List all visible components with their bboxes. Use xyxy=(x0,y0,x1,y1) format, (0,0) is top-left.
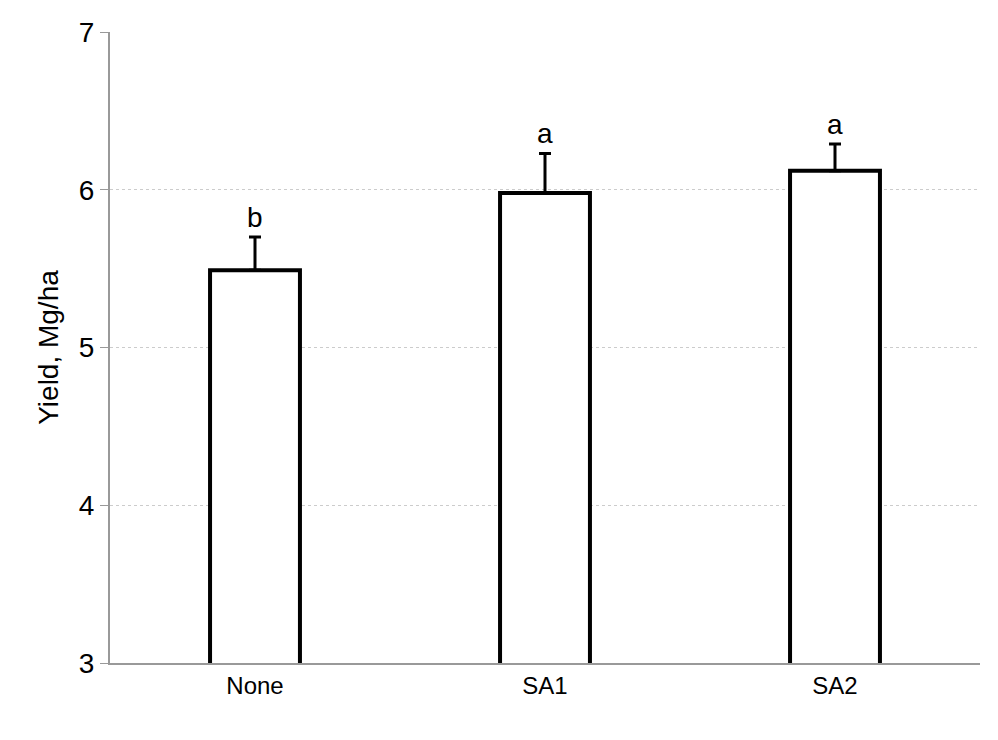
svg-text:6: 6 xyxy=(79,175,95,206)
svg-text:SA2: SA2 xyxy=(812,672,857,699)
svg-text:Yield, Mg/ha: Yield, Mg/ha xyxy=(33,270,64,425)
svg-text:a: a xyxy=(537,118,553,149)
svg-text:None: None xyxy=(226,672,283,699)
svg-text:7: 7 xyxy=(79,17,95,48)
svg-text:4: 4 xyxy=(79,490,95,521)
svg-text:a: a xyxy=(827,109,843,140)
svg-text:3: 3 xyxy=(79,648,95,679)
svg-text:b: b xyxy=(247,202,263,233)
svg-text:5: 5 xyxy=(79,332,95,363)
svg-text:SA1: SA1 xyxy=(522,672,567,699)
